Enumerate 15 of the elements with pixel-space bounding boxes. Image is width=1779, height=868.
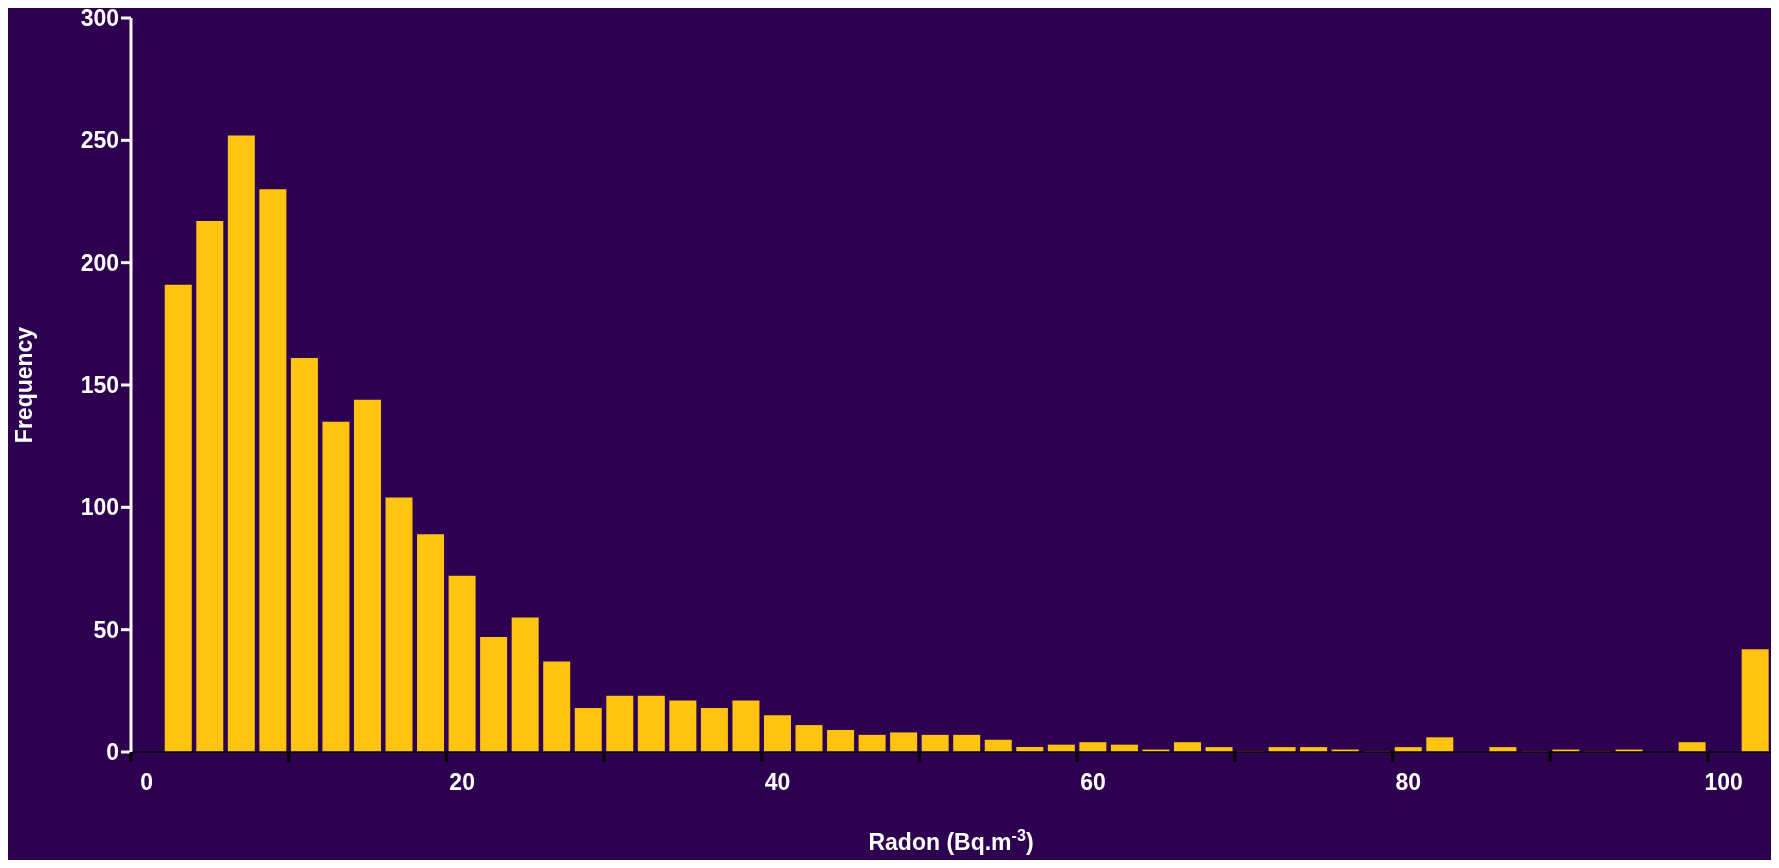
y-tick-label: 250 (80, 127, 119, 154)
x-tick-label: 100 (1704, 769, 1743, 795)
y-tick-label: 50 (93, 616, 119, 643)
x-tick-label: 20 (449, 769, 475, 795)
x-axis-title: Radon (Bq.m$^{-3}$) (868, 826, 1034, 855)
y-axis-title: Frequency (11, 326, 37, 444)
y-tick-label: 100 (80, 494, 119, 521)
y-tick-label: 200 (80, 249, 119, 276)
y-tick-label: 0 (106, 739, 119, 766)
y-tick-label: 150 (80, 372, 119, 399)
y-tick-label: 300 (80, 5, 119, 32)
x-tick-label: 60 (1080, 769, 1106, 795)
x-tick-label: 40 (764, 769, 791, 795)
x-tick-label: 0 (140, 769, 154, 795)
x-tick-label: 80 (1395, 769, 1422, 795)
